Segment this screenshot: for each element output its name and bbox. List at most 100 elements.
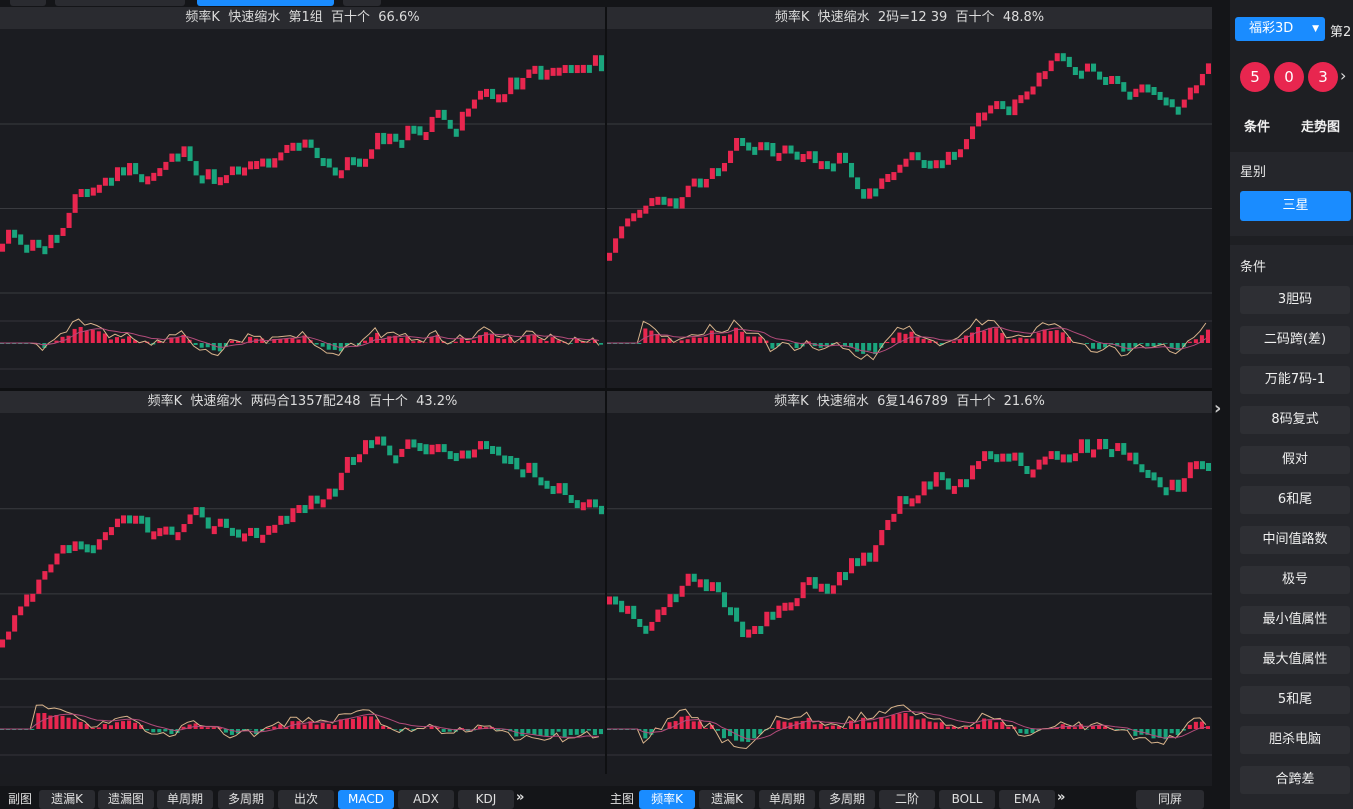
macd-bar xyxy=(538,339,543,343)
main-btn-multi-period[interactable]: 多周期 xyxy=(819,790,875,809)
candle xyxy=(1054,53,1060,62)
next-issue-chevron-icon[interactable]: › xyxy=(1340,66,1347,85)
condition-button[interactable]: 二码跨(差) xyxy=(1240,326,1350,354)
candle xyxy=(205,169,211,180)
lottery-select[interactable]: 福彩3D ▼ xyxy=(1235,17,1325,41)
candle xyxy=(592,499,598,508)
candle xyxy=(423,444,429,455)
main-btn-boll[interactable]: BOLL xyxy=(939,790,995,809)
sub-btn-adx[interactable]: ADX xyxy=(398,790,454,809)
chart-panel-1[interactable]: 频率K 快速缩水 第1组 百十个 66.6% xyxy=(0,7,605,388)
candle xyxy=(169,153,175,162)
dif-line xyxy=(607,704,1207,750)
main-btn-ema[interactable]: EMA xyxy=(999,790,1055,809)
candle xyxy=(782,145,788,154)
same-screen-button[interactable]: 同屏 xyxy=(1136,790,1204,809)
macd-bar xyxy=(266,728,271,729)
toolbar-tab-active[interactable] xyxy=(197,0,334,6)
candle xyxy=(752,146,758,155)
chart-panel-3[interactable]: 频率K 快速缩水 两码合1357配248 百十个 43.2% xyxy=(0,391,605,774)
candle xyxy=(490,88,496,100)
condition-button[interactable]: 3胆码 xyxy=(1240,286,1350,314)
macd-bar xyxy=(994,722,999,729)
candle xyxy=(933,472,939,487)
macd-bar xyxy=(752,729,757,739)
sub-btn-multi-period[interactable]: 多周期 xyxy=(218,790,274,809)
candle xyxy=(806,151,812,160)
sub-btn-kdj[interactable]: KDJ xyxy=(458,790,514,809)
macd-bar xyxy=(586,729,591,731)
candle xyxy=(764,611,770,627)
macd-bar xyxy=(272,338,277,343)
macd-bar xyxy=(728,334,733,343)
macd-bar xyxy=(48,715,53,729)
sub-btn-appearances[interactable]: 出次 xyxy=(278,790,334,809)
macd-bar xyxy=(885,718,890,729)
macd-bar xyxy=(284,727,289,729)
macd-bar xyxy=(1091,343,1096,349)
candle xyxy=(496,94,502,103)
sidebar-toggle[interactable]: › xyxy=(1212,0,1230,809)
tab-trend-chart[interactable]: 走势图 xyxy=(1301,120,1341,135)
star-option-selected[interactable]: 三星 xyxy=(1240,191,1351,221)
sub-btn-macd[interactable]: MACD xyxy=(338,790,394,809)
macd-bar xyxy=(363,340,368,343)
candle xyxy=(1109,449,1115,458)
macd-bar xyxy=(667,338,672,343)
candle xyxy=(903,496,909,505)
condition-button[interactable]: 8码复式 xyxy=(1240,406,1350,434)
issue-number: 第2 xyxy=(1330,25,1352,40)
top-toolbar xyxy=(0,0,1212,7)
candle xyxy=(556,67,562,76)
sub-btn-single-period[interactable]: 单周期 xyxy=(157,790,213,809)
condition-button[interactable]: 中间值路数 xyxy=(1240,526,1350,554)
main-btn-missing-k[interactable]: 遗漏K xyxy=(699,790,755,809)
condition-button[interactable]: 最小值属性 xyxy=(1240,606,1350,634)
macd-bar xyxy=(715,335,720,343)
macd-bar xyxy=(532,335,537,343)
result-ball: 3 xyxy=(1308,62,1338,92)
candle xyxy=(1157,91,1163,100)
condition-button[interactable]: 假对 xyxy=(1240,446,1350,474)
candle xyxy=(945,478,951,490)
candle xyxy=(1030,86,1036,95)
candle xyxy=(1205,463,1211,472)
macd-bar xyxy=(1169,343,1174,349)
condition-button[interactable]: 合跨差 xyxy=(1240,766,1350,794)
chart-panel-4[interactable]: 频率K 快速缩水 6复146789 百十个 21.6% xyxy=(607,391,1212,774)
candle xyxy=(1115,443,1121,452)
candle xyxy=(423,131,429,140)
condition-button[interactable]: 最大值属性 xyxy=(1240,646,1350,674)
candle xyxy=(18,606,24,616)
condition-button[interactable]: 6和尾 xyxy=(1240,486,1350,514)
macd-bar xyxy=(1163,729,1168,740)
toolbar-tab-2[interactable] xyxy=(55,0,185,6)
sub-btn-missing-chart[interactable]: 遗漏图 xyxy=(98,790,154,809)
macd-bar xyxy=(502,339,507,343)
main-btn-frequency-k[interactable]: 频率K xyxy=(639,790,695,809)
sub-more-icon[interactable]: » xyxy=(516,790,525,805)
macd-bar xyxy=(873,721,878,729)
condition-button[interactable]: 胆杀电脑 xyxy=(1240,726,1350,754)
main-btn-single-period[interactable]: 单周期 xyxy=(759,790,815,809)
toolbar-tab-4[interactable] xyxy=(343,0,381,6)
chart-panel-2[interactable]: 频率K 快速缩水 2码=12 39 百十个 48.8% xyxy=(607,7,1212,388)
macd-bar xyxy=(728,729,733,737)
toolbar-tab-1[interactable] xyxy=(10,0,46,6)
candle xyxy=(574,500,580,509)
candle xyxy=(520,469,526,478)
main-more-icon[interactable]: » xyxy=(1057,790,1066,805)
candle xyxy=(631,213,637,222)
candle xyxy=(927,481,933,490)
macd-bar xyxy=(363,716,368,729)
condition-button[interactable]: 5和尾 xyxy=(1240,686,1350,714)
candle xyxy=(830,163,836,172)
condition-button[interactable]: 万能7码-1 xyxy=(1240,366,1350,394)
tab-conditions[interactable]: 条件 xyxy=(1244,120,1271,135)
macd-bar xyxy=(709,725,714,729)
sub-btn-missing-k[interactable]: 遗漏K xyxy=(39,790,95,809)
candle xyxy=(568,65,574,74)
candle xyxy=(266,525,272,535)
condition-button[interactable]: 极号 xyxy=(1240,566,1350,594)
main-btn-second-order[interactable]: 二阶 xyxy=(879,790,935,809)
